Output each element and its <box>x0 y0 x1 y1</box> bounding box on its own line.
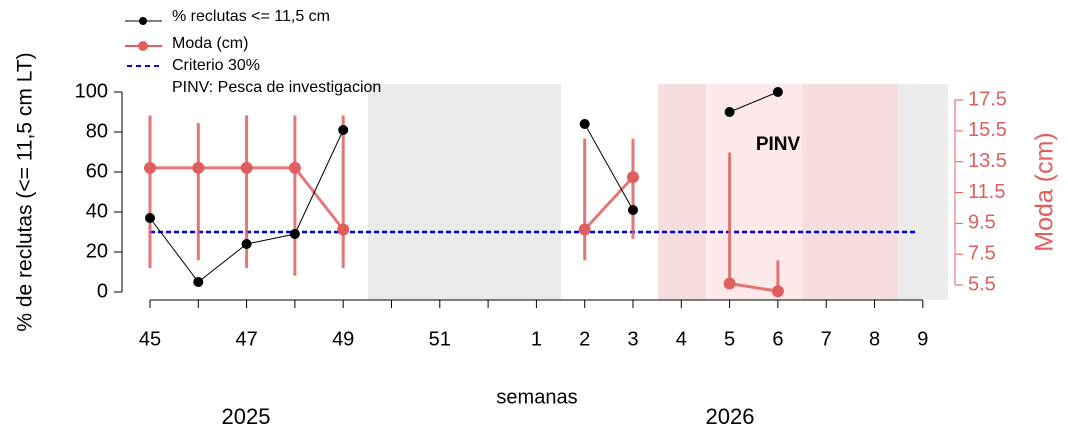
reclutas-point <box>772 87 783 97</box>
x-tick-label: 9 <box>917 328 928 350</box>
moda-point <box>578 223 591 236</box>
moda-point <box>240 161 253 174</box>
y2-tick-label: 9.5 <box>968 212 996 234</box>
shade-pink-light <box>706 84 802 300</box>
y2-tick-label: 13.5 <box>968 150 1007 172</box>
y2-tick-label: 15.5 <box>968 119 1007 141</box>
moda-point <box>288 161 301 174</box>
y-tick-label: 100 <box>75 80 108 102</box>
x-tick-label: 49 <box>332 328 354 350</box>
moda-point <box>144 161 156 174</box>
x-tick-label: 47 <box>235 328 257 350</box>
reclutas-point <box>193 277 204 287</box>
reclutas-point <box>724 107 735 117</box>
y-tick-label: 0 <box>97 280 108 302</box>
reclutas-point <box>579 119 590 129</box>
y-tick-label: 20 <box>86 240 108 262</box>
annotation: PINV <box>756 134 801 155</box>
y-tick-label: 40 <box>86 200 108 222</box>
year-label: 2026 <box>706 404 755 429</box>
legend-label: % reclutas <= 11,5 cm <box>172 8 330 25</box>
moda-point <box>337 223 350 236</box>
legend-marker <box>138 41 148 51</box>
y2-axis-label: Moda (cm) <box>1031 132 1059 251</box>
x-tick-label: 4 <box>676 328 687 350</box>
shade-gray <box>368 84 561 300</box>
legend-note: PINV: Pesca de investigacion <box>172 79 381 96</box>
year-label: 2025 <box>222 404 271 429</box>
legend-label: Moda (cm) <box>172 35 248 52</box>
shade-pink-dark <box>802 84 898 300</box>
reclutas-point <box>241 239 252 249</box>
x-tick-label: 5 <box>724 328 735 350</box>
x-tick-label: 8 <box>869 328 880 350</box>
y2-tick-label: 5.5 <box>968 273 996 295</box>
x-axis-label: semanas <box>496 386 577 408</box>
reclutas-point <box>338 125 349 135</box>
moda-point <box>192 161 205 174</box>
x-tick-label: 7 <box>821 328 832 350</box>
moda-point <box>627 171 639 184</box>
legend-label: Criterio 30% <box>172 57 260 74</box>
moda-point <box>723 277 736 290</box>
x-tick-label: 51 <box>429 328 451 350</box>
x-tick-label: 3 <box>627 328 638 350</box>
reclutas-point <box>289 229 300 239</box>
moda-point <box>771 285 784 298</box>
legend-marker <box>139 17 147 25</box>
x-tick-label: 6 <box>772 328 783 350</box>
y-axis-label: % de reclutas (<= 11,5 cm LT) <box>14 52 37 331</box>
reclutas-point <box>145 213 155 223</box>
reclutas-point <box>628 205 638 215</box>
y2-tick-label: 11.5 <box>968 181 1005 203</box>
y-tick-label: 80 <box>86 120 108 142</box>
shade-gray <box>898 84 948 300</box>
shade-pink-dark <box>658 84 706 300</box>
x-tick-label: 2 <box>579 328 590 350</box>
y2-tick-label: 7.5 <box>968 242 996 264</box>
period-shading <box>368 84 948 300</box>
x-tick-label: 45 <box>139 328 161 350</box>
y-tick-label: 60 <box>86 160 108 182</box>
x-tick-label: 1 <box>531 328 542 350</box>
y2-tick-label: 17.5 <box>968 88 1007 110</box>
